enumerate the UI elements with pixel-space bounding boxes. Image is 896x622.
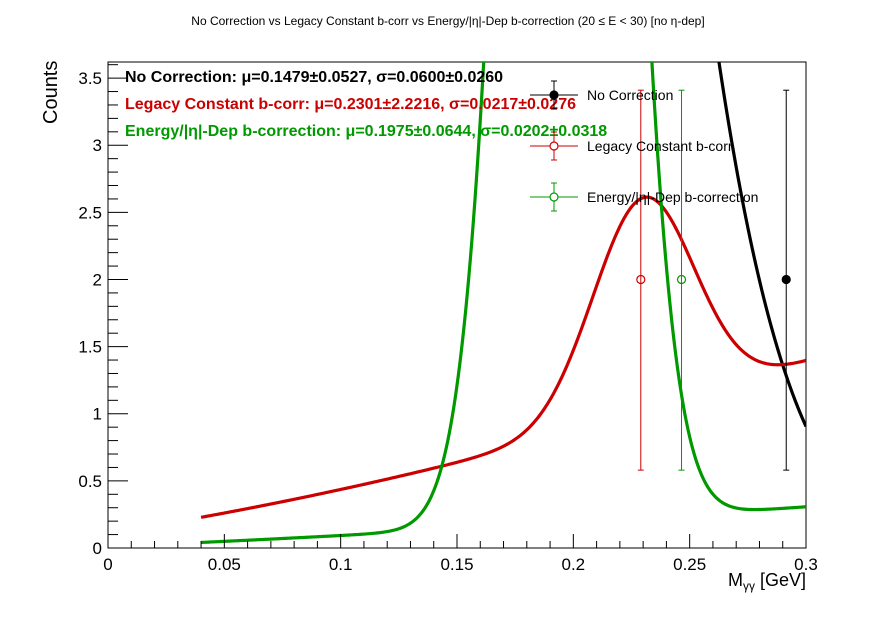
x-axis: 0 0.05 0.1 0.15 0.2 0.25 0.3 xyxy=(103,534,818,574)
y-axis-label: Counts xyxy=(40,61,62,124)
data-point-1 xyxy=(636,89,646,471)
x-tick-label: 0 xyxy=(103,555,112,574)
x-tick-label: 0.05 xyxy=(208,555,241,574)
data-point-2 xyxy=(676,89,687,471)
y-tick-label: 0 xyxy=(93,539,102,558)
fit-curve-0 xyxy=(717,62,806,428)
chart-title: No Correction vs Legacy Constant b-corr … xyxy=(191,14,704,28)
y-tick-label: 0.5 xyxy=(78,472,102,491)
y-tick-label: 2.5 xyxy=(78,203,102,222)
legend: No Correction Legacy Constant b-corr Energ… xyxy=(530,80,758,212)
svg-text:Mγγ [GeV]: Mγγ [GeV] xyxy=(728,570,806,593)
y-tick-label: 1 xyxy=(93,405,102,424)
data-point-0 xyxy=(781,89,791,471)
legend-entry: No Correction xyxy=(530,80,673,110)
legend-label: Energy/|η|-Dep b-correction xyxy=(587,189,758,205)
legend-label: Legacy Constant b-corr xyxy=(587,138,733,154)
y-tick-label: 3.5 xyxy=(78,69,102,88)
x-tick-label: 0.2 xyxy=(562,555,586,574)
fit-curve-1 xyxy=(200,195,806,519)
fit-stats-line: Legacy Constant b-corr: μ=0.2301±2.2216,… xyxy=(125,96,576,113)
fit-curve-2 xyxy=(200,62,806,545)
y-axis: 0 0.5 1 1.5 2 2.5 3 3.5 xyxy=(78,64,128,558)
y-tick-label: 3 xyxy=(93,136,102,155)
legend-entry: Energy/|η|-Dep b-correction xyxy=(530,182,758,212)
x-tick-label: 0.15 xyxy=(440,555,473,574)
fit-stats: No Correction: μ=0.1479±0.0527, σ=0.0600… xyxy=(125,69,607,140)
x-tick-label: 0.25 xyxy=(673,555,706,574)
y-tick-label: 2 xyxy=(93,270,102,289)
x-axis-label: Mγγ [GeV] xyxy=(728,570,806,593)
legend-entry: Legacy Constant b-corr xyxy=(530,131,733,161)
fit-stats-line: Energy/|η|-Dep b-correction: μ=0.1975±0.… xyxy=(125,123,607,140)
x-tick-label: 0.3 xyxy=(794,555,818,574)
x-tick-label: 0.1 xyxy=(329,555,353,574)
fit-stats-line: No Correction: μ=0.1479±0.0527, σ=0.0600… xyxy=(125,69,503,86)
y-tick-label: 1.5 xyxy=(78,338,102,357)
legend-label: No Correction xyxy=(587,87,673,103)
